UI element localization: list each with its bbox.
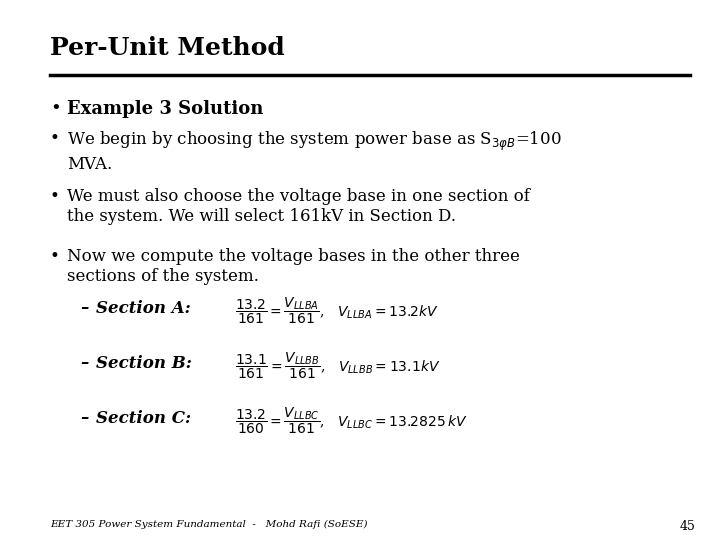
Text: –: – xyxy=(80,410,89,427)
Text: $\dfrac{13.1}{161} = \dfrac{V_{LLBB}}{161}$,   $V_{LLBB} = 13.1kV$: $\dfrac{13.1}{161} = \dfrac{V_{LLBB}}{16… xyxy=(235,350,441,381)
Text: Example 3 Solution: Example 3 Solution xyxy=(67,100,264,118)
Text: •: • xyxy=(50,188,60,205)
Text: Section B:: Section B: xyxy=(96,355,192,372)
Text: $\dfrac{13.2}{160} = \dfrac{V_{LLBC}}{161}$,   $V_{LLBC} = 13.2825\,kV$: $\dfrac{13.2}{160} = \dfrac{V_{LLBC}}{16… xyxy=(235,405,468,436)
Text: Section A:: Section A: xyxy=(96,300,191,317)
Text: Section C:: Section C: xyxy=(96,410,191,427)
Text: 45: 45 xyxy=(679,520,695,533)
Text: –: – xyxy=(80,355,89,372)
Text: •: • xyxy=(50,130,60,147)
Text: EET 305 Power System Fundamental  -   Mohd Rafi (SoESE): EET 305 Power System Fundamental - Mohd … xyxy=(50,520,367,529)
Text: •: • xyxy=(50,248,60,265)
Text: –: – xyxy=(80,300,89,317)
Text: •: • xyxy=(50,100,60,118)
Text: $\dfrac{13.2}{161} = \dfrac{V_{LLBA}}{161}$,   $V_{LLBA} = 13.2kV$: $\dfrac{13.2}{161} = \dfrac{V_{LLBA}}{16… xyxy=(235,295,438,326)
Text: Now we compute the voltage bases in the other three
sections of the system.: Now we compute the voltage bases in the … xyxy=(67,248,520,285)
Text: We must also choose the voltage base in one section of
the system. We will selec: We must also choose the voltage base in … xyxy=(67,188,530,225)
Text: We begin by choosing the system power base as S$_{3\varphi B}$=100
MVA.: We begin by choosing the system power ba… xyxy=(67,130,562,173)
Text: Per-Unit Method: Per-Unit Method xyxy=(50,36,284,60)
